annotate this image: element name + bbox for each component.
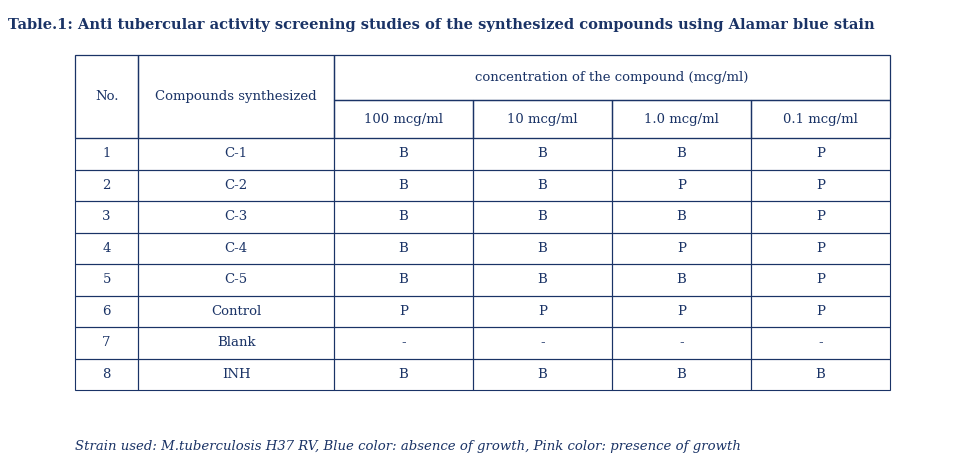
Text: P: P: [677, 242, 685, 255]
Text: Table.1: Anti tubercular activity screening studies of the synthesized compounds: Table.1: Anti tubercular activity screen…: [8, 18, 874, 32]
Text: 2: 2: [102, 179, 111, 192]
Text: 6: 6: [102, 305, 111, 318]
Text: B: B: [537, 273, 547, 286]
Text: B: B: [398, 273, 408, 286]
Text: 10 mcg/ml: 10 mcg/ml: [506, 113, 578, 125]
Text: 3: 3: [102, 210, 111, 223]
Text: B: B: [537, 210, 547, 223]
Text: -: -: [540, 336, 544, 349]
Text: P: P: [815, 210, 825, 223]
Text: P: P: [815, 305, 825, 318]
Text: P: P: [815, 273, 825, 286]
Text: 7: 7: [102, 336, 111, 349]
Text: INH: INH: [222, 368, 250, 381]
Text: Control: Control: [210, 305, 261, 318]
Text: -: -: [401, 336, 406, 349]
Text: 4: 4: [102, 242, 111, 255]
Text: 1.0 mcg/ml: 1.0 mcg/ml: [644, 113, 718, 125]
Text: B: B: [398, 210, 408, 223]
Text: P: P: [399, 305, 407, 318]
Text: B: B: [676, 273, 685, 286]
Text: B: B: [815, 368, 825, 381]
Text: Compounds synthesized: Compounds synthesized: [155, 90, 316, 103]
Text: B: B: [537, 179, 547, 192]
Text: B: B: [398, 147, 408, 160]
Text: B: B: [398, 179, 408, 192]
Text: Strain used: M.tuberculosis H37 RV, Blue color: absence of growth, Pink color: p: Strain used: M.tuberculosis H37 RV, Blue…: [75, 440, 740, 453]
Text: P: P: [677, 179, 685, 192]
Text: B: B: [676, 210, 685, 223]
Text: C-3: C-3: [224, 210, 248, 223]
Text: C-5: C-5: [224, 273, 247, 286]
Text: 0.1 mcg/ml: 0.1 mcg/ml: [782, 113, 857, 125]
Text: C-2: C-2: [224, 179, 247, 192]
Text: P: P: [815, 179, 825, 192]
Text: B: B: [537, 147, 547, 160]
Text: P: P: [677, 305, 685, 318]
Text: 5: 5: [102, 273, 111, 286]
Text: B: B: [537, 242, 547, 255]
Text: Blank: Blank: [216, 336, 256, 349]
Text: P: P: [815, 242, 825, 255]
Text: No.: No.: [95, 90, 118, 103]
Text: P: P: [815, 147, 825, 160]
Text: -: -: [818, 336, 822, 349]
Text: 8: 8: [102, 368, 111, 381]
Text: 100 mcg/ml: 100 mcg/ml: [363, 113, 443, 125]
Text: C-1: C-1: [224, 147, 247, 160]
Text: -: -: [678, 336, 683, 349]
Text: 1: 1: [102, 147, 111, 160]
Text: B: B: [398, 242, 408, 255]
Text: B: B: [676, 147, 685, 160]
Text: C-4: C-4: [224, 242, 247, 255]
Text: B: B: [676, 368, 685, 381]
Text: P: P: [537, 305, 547, 318]
Text: B: B: [537, 368, 547, 381]
Text: concentration of the compound (mcg/ml): concentration of the compound (mcg/ml): [475, 71, 748, 84]
Text: B: B: [398, 368, 408, 381]
